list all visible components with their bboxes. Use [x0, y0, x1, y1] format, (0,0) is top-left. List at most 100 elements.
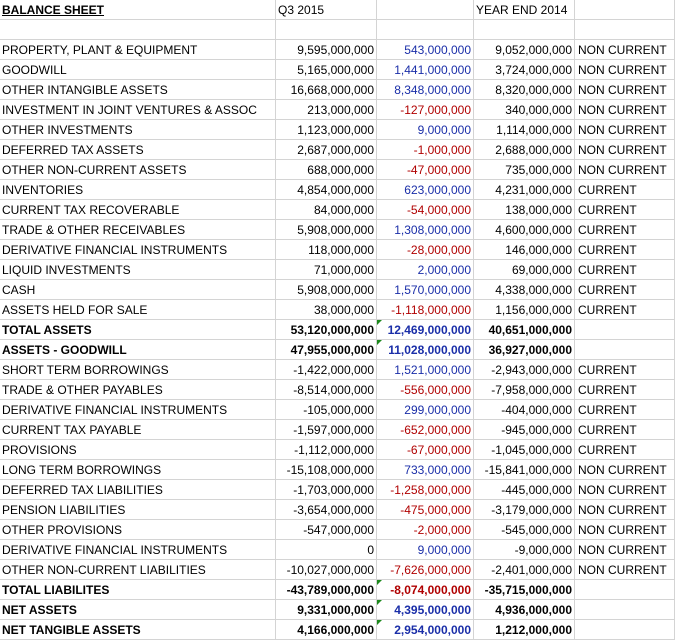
change-value[interactable]: -475,000,000	[377, 500, 474, 520]
q3-2015-value[interactable]: 213,000,000	[276, 100, 377, 120]
year-end-2014-value[interactable]: -2,943,000,000	[474, 360, 575, 380]
blank-cell[interactable]	[377, 20, 474, 40]
change-value[interactable]: -1,000,000	[377, 140, 474, 160]
change-value[interactable]: 12,469,000,000	[377, 320, 474, 340]
classification[interactable]: NON CURRENT	[575, 160, 675, 180]
change-value[interactable]: 733,000,000	[377, 460, 474, 480]
q3-2015-value[interactable]: -105,000,000	[276, 400, 377, 420]
change-value[interactable]: -7,626,000,000	[377, 560, 474, 580]
change-value[interactable]: -54,000,000	[377, 200, 474, 220]
classification[interactable]: NON CURRENT	[575, 100, 675, 120]
header-type[interactable]	[575, 0, 675, 20]
q3-2015-value[interactable]: -1,597,000,000	[276, 420, 377, 440]
change-value[interactable]: -652,000,000	[377, 420, 474, 440]
row-label[interactable]: TOTAL LIABILITES	[0, 580, 276, 600]
q3-2015-value[interactable]: 5,908,000,000	[276, 220, 377, 240]
change-value[interactable]: -8,074,000,000	[377, 580, 474, 600]
row-label[interactable]: NET ASSETS	[0, 600, 276, 620]
row-label[interactable]: OTHER INVESTMENTS	[0, 120, 276, 140]
classification[interactable]: NON CURRENT	[575, 520, 675, 540]
row-label[interactable]: CURRENT TAX PAYABLE	[0, 420, 276, 440]
row-label[interactable]: PROPERTY, PLANT & EQUIPMENT	[0, 40, 276, 60]
classification[interactable]: CURRENT	[575, 180, 675, 200]
classification[interactable]	[575, 340, 675, 360]
year-end-2014-value[interactable]: 735,000,000	[474, 160, 575, 180]
change-value[interactable]: 2,000,000	[377, 260, 474, 280]
row-label[interactable]: INVENTORIES	[0, 180, 276, 200]
change-value[interactable]: 11,028,000,000	[377, 340, 474, 360]
q3-2015-value[interactable]: -1,703,000,000	[276, 480, 377, 500]
q3-2015-value[interactable]: -1,422,000,000	[276, 360, 377, 380]
change-value[interactable]: -1,258,000,000	[377, 480, 474, 500]
year-end-2014-value[interactable]: 4,600,000,000	[474, 220, 575, 240]
year-end-2014-value[interactable]: 138,000,000	[474, 200, 575, 220]
row-label[interactable]: TRADE & OTHER RECEIVABLES	[0, 220, 276, 240]
q3-2015-value[interactable]: 0	[276, 540, 377, 560]
q3-2015-value[interactable]: 1,123,000,000	[276, 120, 377, 140]
row-label[interactable]: OTHER PROVISIONS	[0, 520, 276, 540]
year-end-2014-value[interactable]: 2,688,000,000	[474, 140, 575, 160]
change-value[interactable]: 2,954,000,000	[377, 620, 474, 640]
change-value[interactable]: 623,000,000	[377, 180, 474, 200]
row-label[interactable]: CURRENT TAX RECOVERABLE	[0, 200, 276, 220]
year-end-2014-value[interactable]: 1,156,000,000	[474, 300, 575, 320]
classification[interactable]: CURRENT	[575, 360, 675, 380]
change-value[interactable]: -556,000,000	[377, 380, 474, 400]
classification[interactable]: CURRENT	[575, 220, 675, 240]
change-value[interactable]: -67,000,000	[377, 440, 474, 460]
sheet-title[interactable]: BALANCE SHEET	[0, 0, 276, 20]
year-end-2014-value[interactable]: 9,052,000,000	[474, 40, 575, 60]
row-label[interactable]: DERIVATIVE FINANCIAL INSTRUMENTS	[0, 240, 276, 260]
q3-2015-value[interactable]: 688,000,000	[276, 160, 377, 180]
classification[interactable]: CURRENT	[575, 420, 675, 440]
classification[interactable]: CURRENT	[575, 260, 675, 280]
row-label[interactable]: DERIVATIVE FINANCIAL INSTRUMENTS	[0, 540, 276, 560]
classification[interactable]: CURRENT	[575, 400, 675, 420]
year-end-2014-value[interactable]: -945,000,000	[474, 420, 575, 440]
classification[interactable]: NON CURRENT	[575, 460, 675, 480]
q3-2015-value[interactable]: 9,331,000,000	[276, 600, 377, 620]
classification[interactable]: CURRENT	[575, 440, 675, 460]
row-label[interactable]: ASSETS - GOODWILL	[0, 340, 276, 360]
year-end-2014-value[interactable]: 3,724,000,000	[474, 60, 575, 80]
classification[interactable]: CURRENT	[575, 280, 675, 300]
row-label[interactable]: OTHER INTANGIBLE ASSETS	[0, 80, 276, 100]
change-value[interactable]: 8,348,000,000	[377, 80, 474, 100]
change-value[interactable]: 9,000,000	[377, 120, 474, 140]
q3-2015-value[interactable]: 84,000,000	[276, 200, 377, 220]
row-label[interactable]: DEFERRED TAX ASSETS	[0, 140, 276, 160]
change-value[interactable]: 1,570,000,000	[377, 280, 474, 300]
row-label[interactable]: OTHER NON-CURRENT ASSETS	[0, 160, 276, 180]
year-end-2014-value[interactable]: 36,927,000,000	[474, 340, 575, 360]
row-label[interactable]: OTHER NON-CURRENT LIABILITIES	[0, 560, 276, 580]
year-end-2014-value[interactable]: -15,841,000,000	[474, 460, 575, 480]
row-label[interactable]: NET TANGIBLE ASSETS	[0, 620, 276, 640]
year-end-2014-value[interactable]: -445,000,000	[474, 480, 575, 500]
change-value[interactable]: -127,000,000	[377, 100, 474, 120]
classification[interactable]: NON CURRENT	[575, 120, 675, 140]
q3-2015-value[interactable]: 71,000,000	[276, 260, 377, 280]
classification[interactable]: CURRENT	[575, 200, 675, 220]
blank-cell[interactable]	[575, 20, 675, 40]
classification[interactable]: NON CURRENT	[575, 140, 675, 160]
q3-2015-value[interactable]: 2,687,000,000	[276, 140, 377, 160]
change-value[interactable]: 4,395,000,000	[377, 600, 474, 620]
change-value[interactable]: 299,000,000	[377, 400, 474, 420]
blank-cell[interactable]	[0, 20, 276, 40]
row-label[interactable]: LIQUID INVESTMENTS	[0, 260, 276, 280]
classification[interactable]: CURRENT	[575, 300, 675, 320]
q3-2015-value[interactable]: 4,166,000,000	[276, 620, 377, 640]
classification[interactable]: CURRENT	[575, 240, 675, 260]
year-end-2014-value[interactable]: 4,231,000,000	[474, 180, 575, 200]
change-value[interactable]: -2,000,000	[377, 520, 474, 540]
change-value[interactable]: -28,000,000	[377, 240, 474, 260]
year-end-2014-value[interactable]: 1,212,000,000	[474, 620, 575, 640]
year-end-2014-value[interactable]: -3,179,000,000	[474, 500, 575, 520]
change-value[interactable]: -47,000,000	[377, 160, 474, 180]
q3-2015-value[interactable]: 47,955,000,000	[276, 340, 377, 360]
q3-2015-value[interactable]: 38,000,000	[276, 300, 377, 320]
q3-2015-value[interactable]: -1,112,000,000	[276, 440, 377, 460]
year-end-2014-value[interactable]: 4,936,000,000	[474, 600, 575, 620]
row-label[interactable]: ASSETS HELD FOR SALE	[0, 300, 276, 320]
header-q3[interactable]: Q3 2015	[276, 0, 377, 20]
